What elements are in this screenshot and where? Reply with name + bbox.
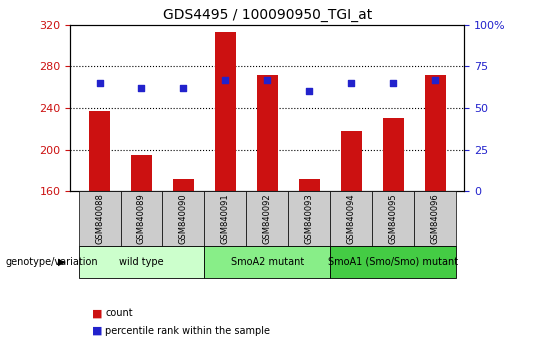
Bar — [163, 191, 205, 246]
Text: GSM840089: GSM840089 — [137, 193, 146, 244]
Bar — [257, 75, 278, 191]
Text: count: count — [105, 308, 133, 318]
Text: ■: ■ — [92, 326, 102, 336]
Bar — [89, 111, 110, 191]
Text: GSM840091: GSM840091 — [221, 193, 230, 244]
Text: genotype/variation: genotype/variation — [5, 257, 98, 267]
Bar — [205, 191, 246, 246]
Text: wild type: wild type — [119, 257, 164, 267]
Point — [95, 80, 104, 86]
Bar — [372, 191, 414, 246]
Bar — [414, 191, 456, 246]
Bar — [79, 246, 205, 278]
Text: GSM840090: GSM840090 — [179, 193, 188, 244]
Bar — [79, 191, 120, 246]
Bar — [330, 191, 372, 246]
Point — [179, 85, 188, 91]
Bar — [424, 75, 445, 191]
Bar — [173, 179, 194, 191]
Point — [389, 80, 397, 86]
Text: SmoA1 (Smo/Smo) mutant: SmoA1 (Smo/Smo) mutant — [328, 257, 458, 267]
Text: GSM840094: GSM840094 — [347, 193, 356, 244]
Text: percentile rank within the sample: percentile rank within the sample — [105, 326, 271, 336]
Text: GSM840092: GSM840092 — [263, 193, 272, 244]
Bar — [205, 246, 330, 278]
Text: ■: ■ — [92, 308, 102, 318]
Point — [431, 77, 440, 82]
Bar — [120, 191, 163, 246]
Bar — [246, 191, 288, 246]
Title: GDS4495 / 100090950_TGI_at: GDS4495 / 100090950_TGI_at — [163, 8, 372, 22]
Bar — [383, 118, 403, 191]
Text: GSM840093: GSM840093 — [305, 193, 314, 244]
Text: GSM840095: GSM840095 — [389, 193, 397, 244]
Point — [263, 77, 272, 82]
Bar — [288, 191, 330, 246]
Point — [305, 88, 314, 94]
Point — [137, 85, 146, 91]
Point — [221, 77, 230, 82]
Text: ▶: ▶ — [58, 257, 66, 267]
Bar — [341, 131, 362, 191]
Bar — [330, 246, 456, 278]
Text: GSM840096: GSM840096 — [430, 193, 440, 244]
Point — [347, 80, 355, 86]
Bar — [215, 32, 236, 191]
Bar — [131, 155, 152, 191]
Bar — [299, 179, 320, 191]
Text: SmoA2 mutant: SmoA2 mutant — [231, 257, 304, 267]
Text: GSM840088: GSM840088 — [95, 193, 104, 244]
